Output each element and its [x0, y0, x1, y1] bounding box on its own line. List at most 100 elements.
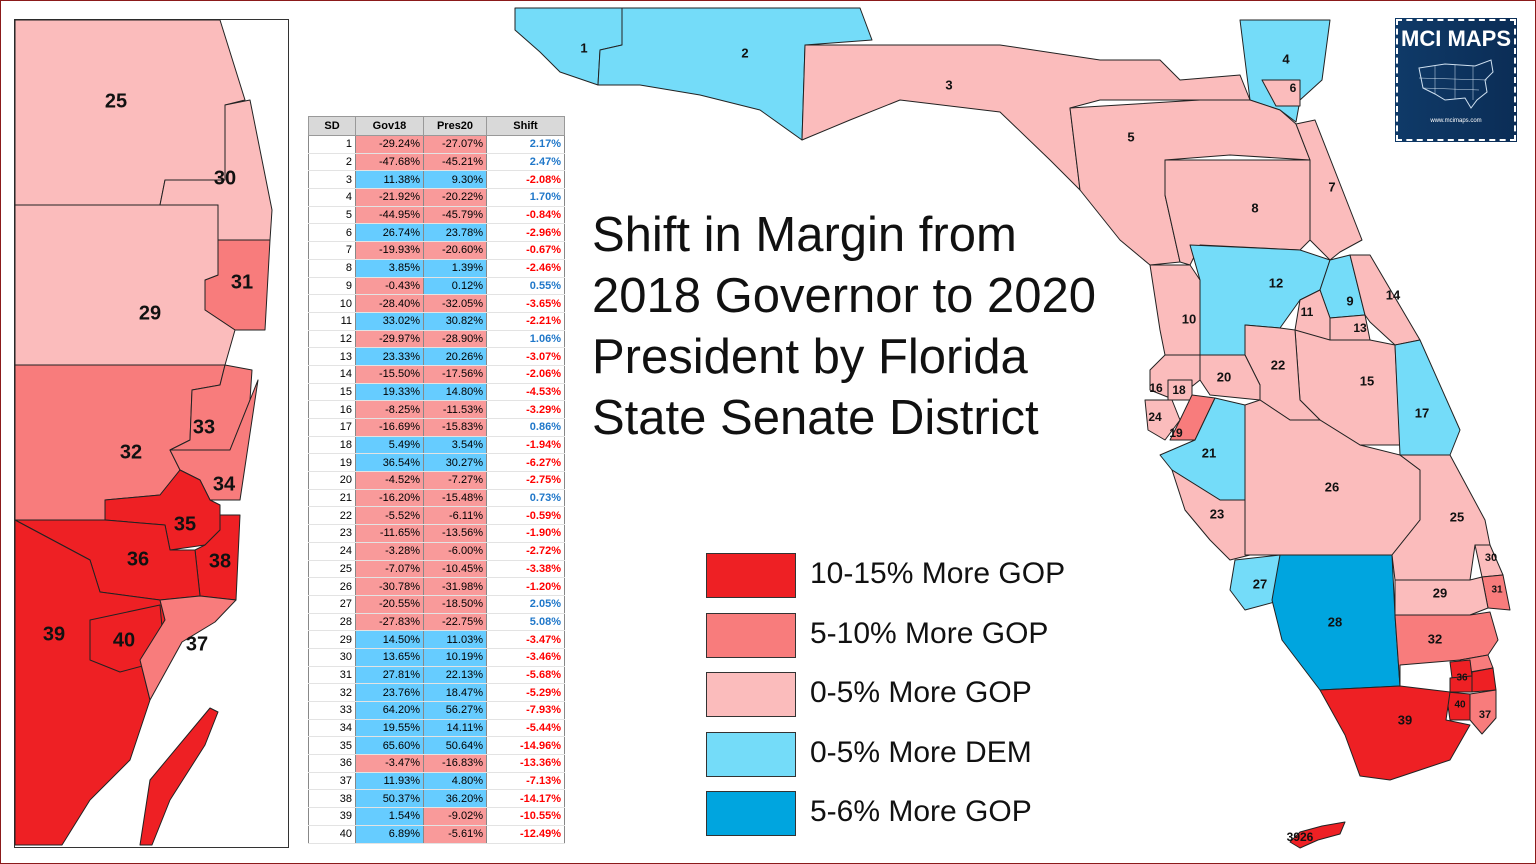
district-label: 3 [945, 77, 952, 92]
pres20-cell: -18.50% [423, 595, 487, 614]
gov18-cell: 3.85% [355, 259, 424, 278]
shift-cell: 2.17% [486, 135, 565, 154]
shift-cell: 5.08% [486, 613, 565, 632]
pres20-cell: 50.64% [423, 736, 487, 756]
title-line: Shift in Margin from [592, 208, 1017, 262]
table-row: 29 14.50% 11.03% -3.47% [308, 630, 565, 649]
pres20-cell: -22.75% [423, 613, 487, 632]
pres20-cell: 18.47% [423, 683, 487, 702]
district-cell: 32 [308, 683, 356, 702]
table-row: 13 23.33% 20.26% -3.07% [308, 347, 565, 366]
district-cell: 27 [308, 595, 356, 614]
table-row: 17 -16.69% -15.83% 0.86% [308, 418, 565, 437]
table-row: 4 -21.92% -20.22% 1.70% [308, 188, 565, 207]
gov18-cell: -30.78% [355, 577, 424, 596]
pres20-cell: 3.54% [423, 436, 487, 455]
gov18-cell: -3.47% [355, 754, 424, 773]
shift-cell: -1.20% [486, 577, 565, 596]
district-label: 32 [120, 441, 142, 463]
table-row: 36 -3.47% -16.83% -13.36% [308, 754, 565, 773]
pres20-cell: -5.61% [423, 825, 487, 844]
shift-cell: 0.55% [486, 277, 565, 296]
pres20-cell: 22.13% [423, 666, 487, 685]
pres20-cell: 30.27% [423, 453, 487, 473]
table-row: 7 -19.93% -20.60% -0.67% [308, 241, 565, 260]
table-row: 12 -29.97% -28.90% 1.06% [308, 330, 565, 349]
district-label: 25 [1450, 509, 1464, 524]
logo-url: www.mcimaps.com [1430, 118, 1482, 124]
district-cell: 22 [308, 506, 356, 526]
table-row: 34 19.55% 14.11% -5.44% [308, 719, 565, 738]
keys-district-label: 3926 [1287, 830, 1314, 844]
legend-swatch [706, 731, 796, 777]
legend-item: 5-10% More GOP [706, 612, 1086, 658]
shift-cell: -7.13% [486, 772, 565, 791]
legend-label: 0-5% More DEM [810, 735, 1032, 769]
district-label: 17 [1415, 405, 1429, 420]
shift-cell: -2.72% [486, 542, 565, 561]
shift-cell: -14.96% [486, 736, 565, 756]
pres20-cell: -7.27% [423, 471, 487, 490]
gov18-cell: -15.50% [355, 365, 424, 384]
column-header-sd: SD [308, 116, 356, 136]
district-3-shape [801, 44, 1251, 191]
gov18-cell: 11.38% [355, 170, 424, 190]
legend-label: 0-5% More GOP [810, 676, 1032, 709]
table-row: 15 19.33% 14.80% -4.53% [308, 383, 565, 402]
table-row: 25 -7.07% -10.45% -3.38% [308, 560, 565, 579]
district-label: 22 [1271, 357, 1285, 372]
district-label: 9 [1346, 293, 1353, 308]
shift-cell: -3.47% [486, 630, 565, 649]
shift-cell: -5.68% [486, 666, 565, 685]
shift-cell: -2.08% [486, 170, 565, 190]
pres20-cell: 0.12% [423, 277, 487, 296]
district-cell: 8 [308, 259, 356, 278]
district-38-shape [1471, 667, 1497, 693]
pres20-cell: 20.26% [423, 347, 487, 366]
district-cell: 18 [308, 436, 356, 455]
gov18-cell: 6.89% [355, 825, 424, 844]
district-label: 14 [1386, 287, 1401, 302]
district-label: 30 [1485, 552, 1497, 564]
gov18-cell: -29.97% [355, 330, 424, 349]
district-label: 25 [105, 90, 127, 112]
gov18-cell: -0.43% [355, 277, 424, 296]
district-label: 31 [231, 271, 253, 293]
gov18-cell: 27.81% [355, 666, 424, 685]
gov18-cell: 13.65% [355, 648, 424, 667]
district-23-shape [1171, 469, 1251, 561]
table-row: 5 -44.95% -45.79% -0.84% [308, 206, 565, 225]
district-label: 29 [1433, 585, 1447, 600]
district-cell: 14 [308, 365, 356, 384]
table-row: 40 6.89% -5.61% -12.49% [308, 825, 565, 844]
district-29-shape [14, 204, 236, 366]
table-row: 30 13.65% 10.19% -3.46% [308, 648, 565, 667]
shift-cell: -2.06% [486, 365, 565, 384]
district-cell: 5 [308, 206, 356, 225]
district-label: 37 [186, 633, 208, 655]
pres20-cell: -15.48% [423, 489, 487, 508]
district-label: 32 [1428, 631, 1442, 646]
legend-label: 10-15% More GOP [810, 557, 1066, 590]
map-title: Shift in Margin from 2018 Governor to 20… [592, 205, 1192, 449]
district-39-shape [1319, 685, 1471, 781]
district-39-shape [1289, 821, 1346, 849]
district-cell: 21 [308, 489, 356, 508]
usa-map-icon [1418, 59, 1494, 109]
pres20-cell: 10.19% [423, 648, 487, 667]
table-row: 28 -27.83% -22.75% 5.08% [308, 613, 565, 632]
legend-swatch [706, 791, 796, 836]
gov18-cell: -4.52% [355, 471, 424, 490]
gov18-cell: 33.02% [355, 312, 424, 331]
legend-swatch [706, 672, 796, 717]
district-results-table: SD Gov18 Pres20 Shift 1 -29.24% -27.07% 2.17% 2… [308, 116, 565, 844]
district-label: 1 [580, 40, 587, 55]
table-row: 37 11.93% 4.80% -7.13% [308, 772, 565, 791]
district-label: 35 [174, 513, 196, 535]
district-label: 30 [214, 167, 236, 189]
district-label: 19 [1169, 426, 1183, 440]
shift-cell: -2.46% [486, 259, 565, 278]
district-cell: 23 [308, 524, 356, 543]
gov18-cell: -28.40% [355, 294, 424, 313]
shift-cell: -1.94% [486, 436, 565, 455]
